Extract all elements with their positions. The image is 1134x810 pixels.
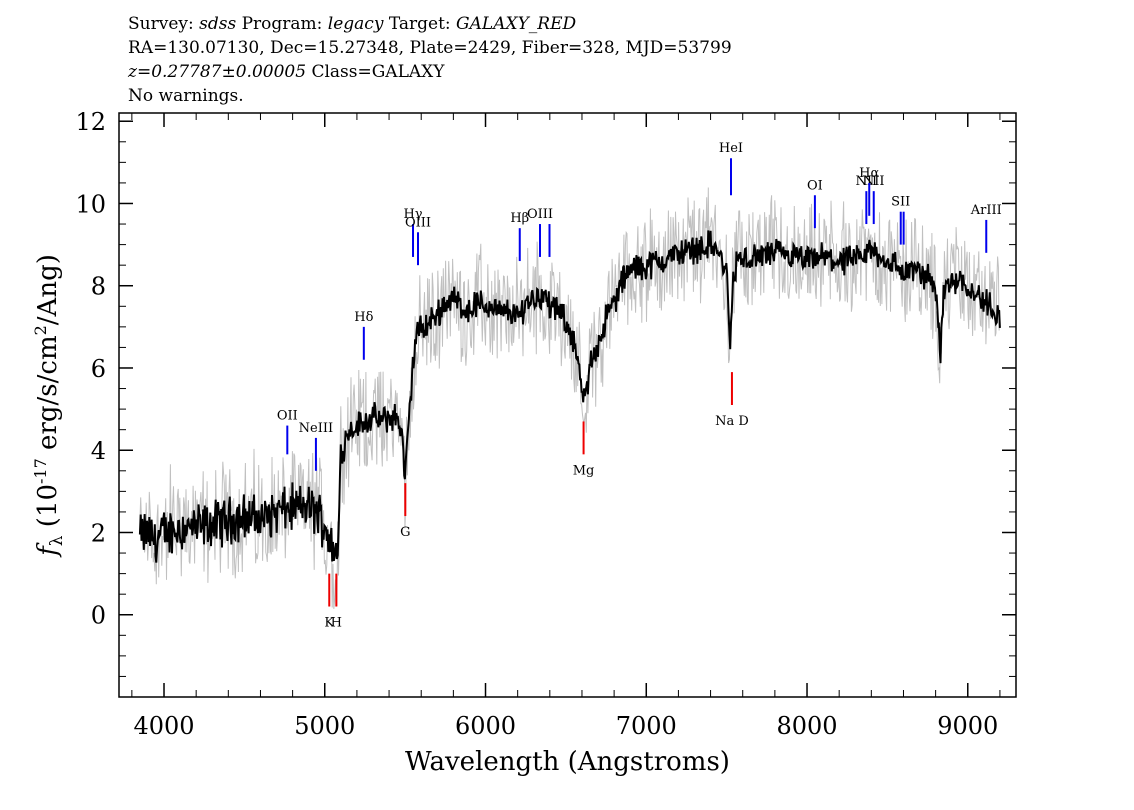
x-axis-label: Wavelength (Angstroms) bbox=[405, 747, 730, 777]
absorption-line-label: Mg bbox=[573, 463, 595, 478]
noise-series bbox=[139, 187, 1001, 609]
emission-line-label: OIII bbox=[405, 215, 431, 230]
y-tick-label: 10 bbox=[75, 190, 106, 218]
absorption-line-label: K bbox=[324, 616, 334, 631]
spectrum-header: Survey: sdss Program: legacy Target: GAL… bbox=[128, 12, 732, 108]
emission-line-label: OIII bbox=[527, 207, 553, 222]
emission-line-label: SII bbox=[891, 195, 910, 210]
y-axis-label: fλ (10-17 erg/s/cm2/Ang) bbox=[31, 254, 67, 558]
header-coordinates-line: RA=130.07130, Dec=15.27348, Plate=2429, … bbox=[128, 38, 732, 58]
plot-frame bbox=[118, 112, 1017, 698]
emission-line-label: OI bbox=[807, 178, 823, 193]
class-value: Class=GALAXY bbox=[311, 62, 445, 82]
header-redshift-line: z=0.27787±0.00005 Class=GALAXY bbox=[128, 60, 732, 84]
redshift-value: z=0.27787±0.00005 bbox=[128, 62, 307, 82]
emission-line-label: OII bbox=[277, 409, 298, 424]
emission-line-label: Hγ bbox=[403, 207, 422, 222]
target-label: Target: bbox=[388, 14, 451, 34]
emission-line-label: Hδ bbox=[354, 310, 373, 325]
emission-line-label: NII bbox=[856, 174, 878, 189]
y-tick-label: 0 bbox=[91, 602, 106, 630]
y-tick-label: 8 bbox=[91, 273, 106, 301]
emission-line-label: NeIII bbox=[299, 421, 333, 436]
flux-series bbox=[138, 230, 1001, 563]
absorption-line-label: H bbox=[331, 616, 342, 631]
program-value: legacy bbox=[327, 14, 384, 34]
absorption-line-label: Na D bbox=[715, 414, 749, 429]
program-label: Program: bbox=[241, 14, 323, 34]
y-tick-label: 6 bbox=[91, 355, 106, 383]
x-tick-label: 9000 bbox=[937, 712, 998, 740]
emission-line-label: HeI bbox=[719, 141, 743, 156]
emission-line-label: Hβ bbox=[510, 211, 529, 226]
survey-value: sdss bbox=[199, 14, 237, 34]
target-value: GALAXY_RED bbox=[456, 14, 577, 34]
y-tick-label: 12 bbox=[75, 108, 106, 136]
y-tick-label: 4 bbox=[91, 437, 106, 465]
emission-line-label: NII bbox=[863, 174, 885, 189]
x-tick-label: 6000 bbox=[455, 712, 516, 740]
header-survey-line: Survey: sdss Program: legacy Target: GAL… bbox=[128, 12, 732, 36]
emission-line-label: ArIII bbox=[970, 203, 1002, 218]
header-warnings-line: No warnings. bbox=[128, 86, 244, 106]
emission-line-label: Hα bbox=[859, 166, 879, 181]
x-tick-label: 7000 bbox=[616, 712, 677, 740]
survey-label: Survey: bbox=[128, 14, 194, 34]
x-tick-label: 4000 bbox=[133, 712, 194, 740]
x-tick-label: 8000 bbox=[776, 712, 837, 740]
y-tick-label: 2 bbox=[91, 519, 106, 547]
absorption-line-label: G bbox=[400, 525, 410, 540]
x-tick-label: 5000 bbox=[294, 712, 355, 740]
